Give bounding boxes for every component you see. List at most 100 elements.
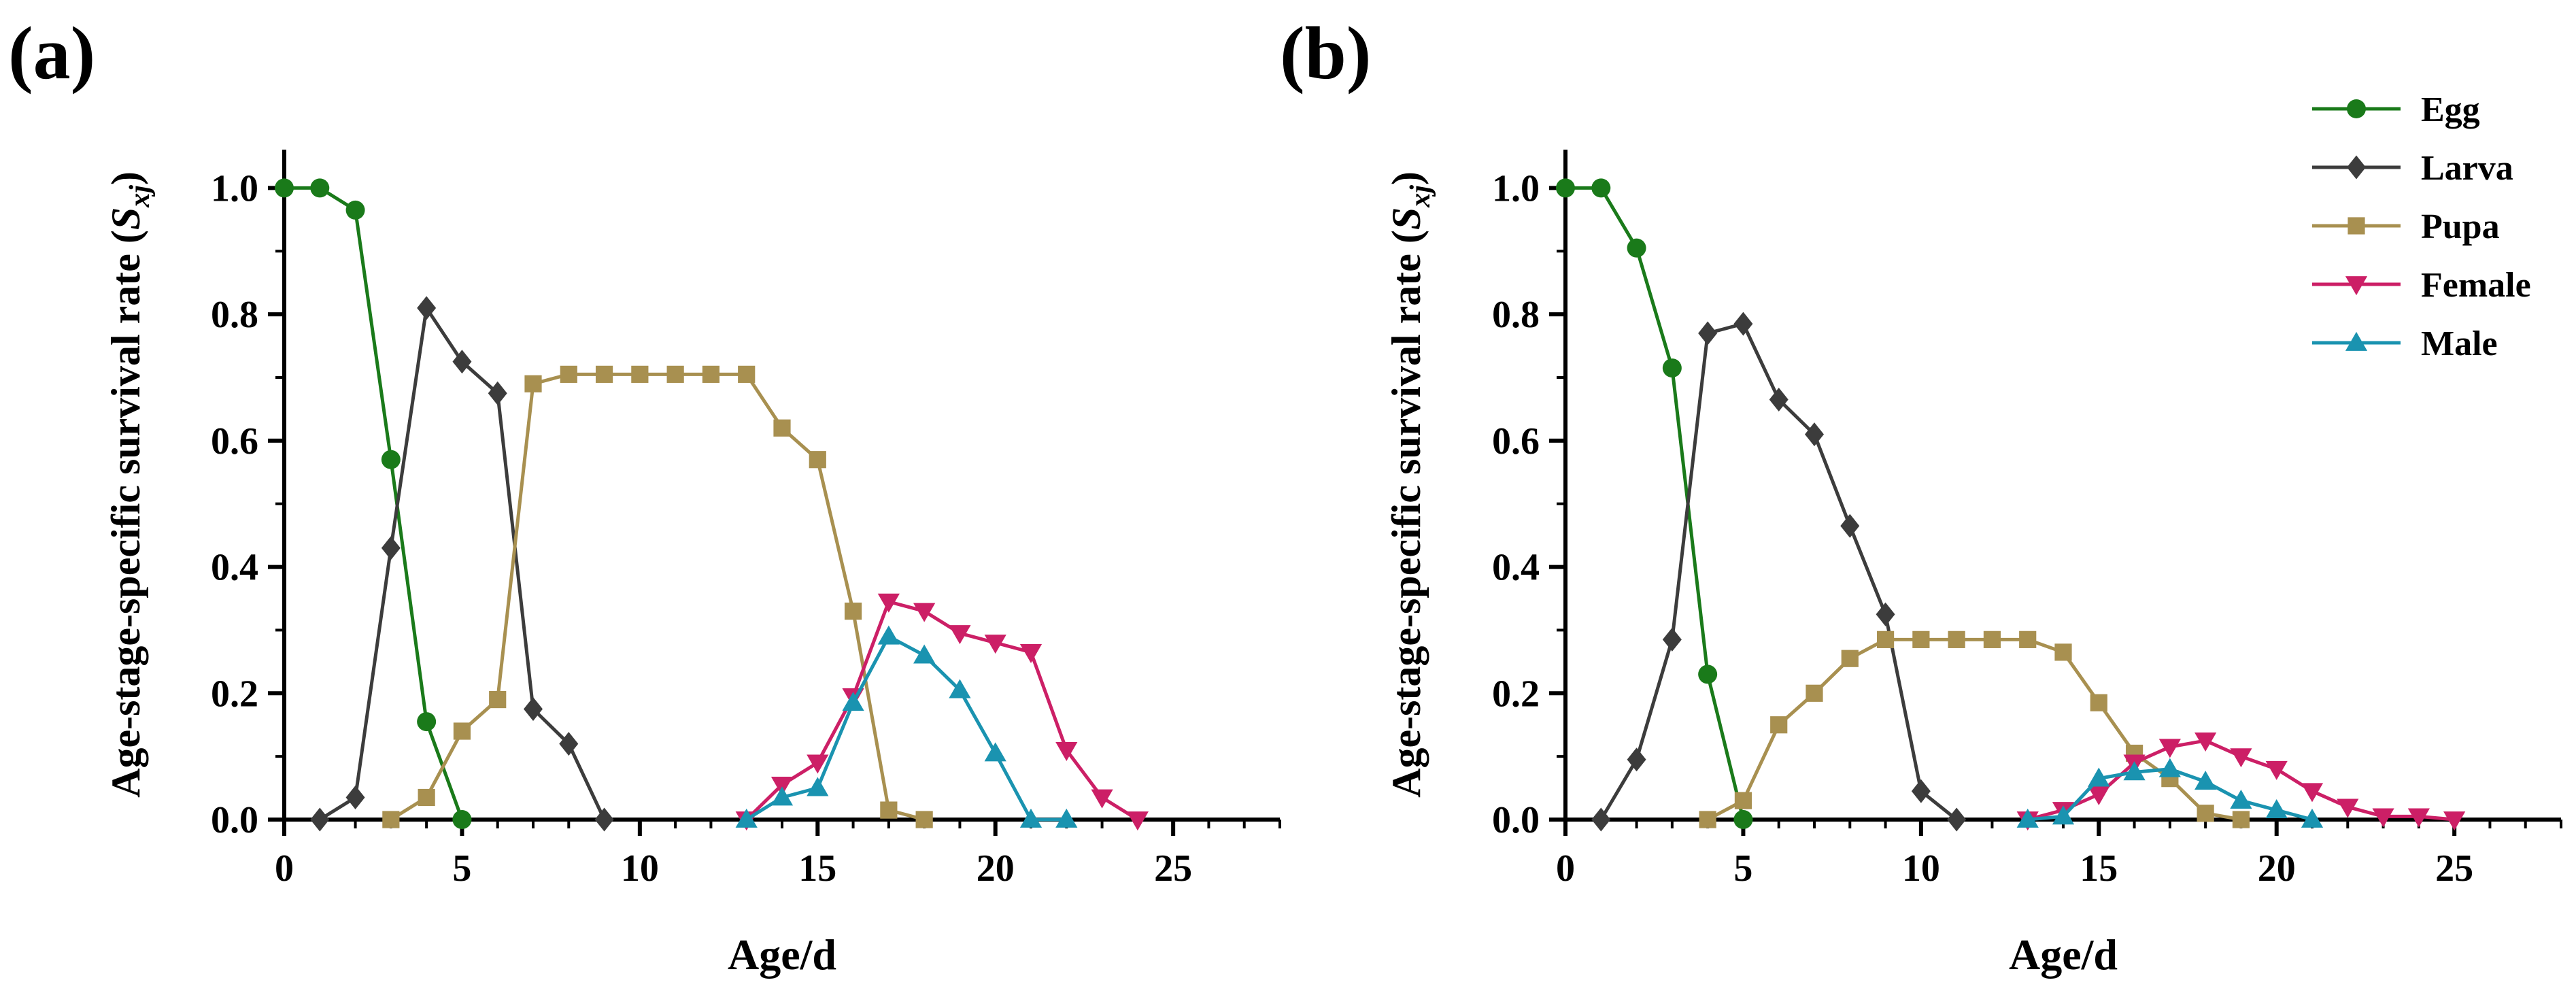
female-point — [2443, 811, 2466, 831]
x-tick-label: 20 — [2258, 847, 2296, 890]
female-point — [2088, 786, 2110, 805]
x-tick-label: 15 — [2080, 847, 2118, 890]
y-tick-label: 0.6 — [211, 420, 258, 462]
pupa-point — [489, 690, 507, 709]
pupa-point — [880, 801, 898, 819]
egg-point — [381, 450, 401, 469]
egg-point — [452, 810, 472, 829]
female-point — [1019, 644, 1043, 664]
pupa-point — [844, 602, 862, 620]
female-point — [1126, 811, 1149, 831]
female-point — [2372, 808, 2394, 828]
larva-point — [452, 350, 472, 374]
pupa-point — [1912, 630, 1930, 648]
y-tick-label: 0.2 — [1492, 673, 1540, 715]
pupa-point — [524, 375, 542, 392]
x-tick-label: 25 — [1154, 847, 1192, 890]
x-tick-label: 5 — [452, 847, 471, 890]
y-tick-label: 0.6 — [1492, 420, 1540, 462]
x-axis-label: Age/d — [728, 930, 836, 979]
male-point — [2123, 761, 2146, 781]
x-tick-label: 5 — [1733, 847, 1752, 890]
male-point — [2194, 771, 2217, 790]
series-larva — [1591, 312, 1967, 832]
male-point — [2230, 790, 2252, 809]
egg-point — [345, 200, 365, 220]
x-tick-label: 10 — [621, 847, 659, 890]
female-point — [1091, 789, 1113, 809]
larva-point — [1698, 321, 1718, 346]
egg-point — [1627, 238, 1646, 258]
pupa-point — [560, 365, 577, 383]
larva-point — [488, 381, 507, 405]
male-point — [949, 679, 971, 699]
pupa-point — [1948, 630, 1965, 648]
series-male — [735, 625, 1078, 828]
pupa-point — [1699, 811, 1716, 828]
pupa-point — [418, 788, 435, 807]
female-point — [913, 603, 936, 622]
male-point — [1055, 808, 1078, 828]
larva-point — [345, 786, 365, 809]
y-axis-label: Age-stage-specific survival rate (Sxj) — [103, 171, 156, 798]
pupa-point — [738, 365, 756, 383]
legend-label-egg: Egg — [2421, 90, 2480, 129]
y-tick-label: 0.2 — [211, 673, 258, 715]
female-point — [2301, 783, 2324, 803]
egg-point — [1733, 810, 1753, 829]
series-egg — [1556, 178, 1753, 829]
male-point — [2016, 808, 2039, 828]
male-point — [2088, 767, 2110, 787]
larva-point — [1627, 747, 1646, 772]
male-point — [2265, 798, 2288, 818]
x-tick-label: 15 — [798, 847, 836, 890]
larva-point — [1947, 807, 1967, 832]
larva-point — [1840, 514, 1860, 538]
egg-point — [1591, 178, 1611, 198]
legend-marker-female — [2345, 276, 2368, 296]
larva-point — [417, 296, 437, 320]
pupa-line — [1706, 637, 2241, 822]
male-point — [984, 742, 1006, 762]
legend-label-female: Female — [2421, 266, 2531, 305]
legend-marker-pupa — [2348, 217, 2365, 235]
egg-point — [1698, 664, 1718, 684]
pupa-point — [1734, 792, 1752, 809]
female-point — [1055, 741, 1078, 761]
pupa-point — [2019, 630, 2037, 648]
legend-marker-male — [2345, 331, 2368, 351]
male-point — [877, 625, 900, 645]
y-tick-label: 1.0 — [1492, 167, 1540, 209]
pupa-point — [631, 365, 649, 383]
pupa-point — [915, 811, 933, 828]
female-point — [877, 593, 900, 613]
legend-marker-larva — [2347, 155, 2366, 180]
pupa-point — [1841, 650, 1859, 667]
larva-point — [381, 536, 401, 560]
series-female — [2016, 733, 2466, 831]
larva-point — [1733, 312, 1753, 336]
larva-point — [1911, 779, 1931, 803]
female-point — [807, 754, 829, 774]
larva-point — [524, 697, 543, 721]
female-point — [2337, 798, 2359, 818]
y-axis-label-main: Age-stage-specific survival rate ( — [1384, 230, 1429, 798]
y-tick-label: 0.4 — [211, 547, 258, 589]
pupa-point — [666, 365, 684, 383]
x-tick-label: 10 — [1902, 847, 1940, 890]
pupa-point — [1983, 630, 2001, 648]
pupa-point — [1876, 630, 1895, 648]
y-tick-label: 1.0 — [211, 167, 258, 209]
series-larva — [310, 296, 614, 832]
pupa-point — [809, 451, 826, 469]
y-axis-label-symbol: S — [1384, 207, 1429, 230]
series-pupa — [1699, 630, 2250, 828]
pupa-line — [390, 372, 925, 822]
male-point — [2052, 805, 2075, 825]
male-point — [735, 808, 758, 828]
y-tick-label: 0.0 — [211, 799, 258, 841]
female-point — [984, 635, 1006, 654]
series-pupa — [382, 365, 933, 828]
pupa-point — [773, 419, 791, 437]
female-line — [745, 600, 1139, 822]
